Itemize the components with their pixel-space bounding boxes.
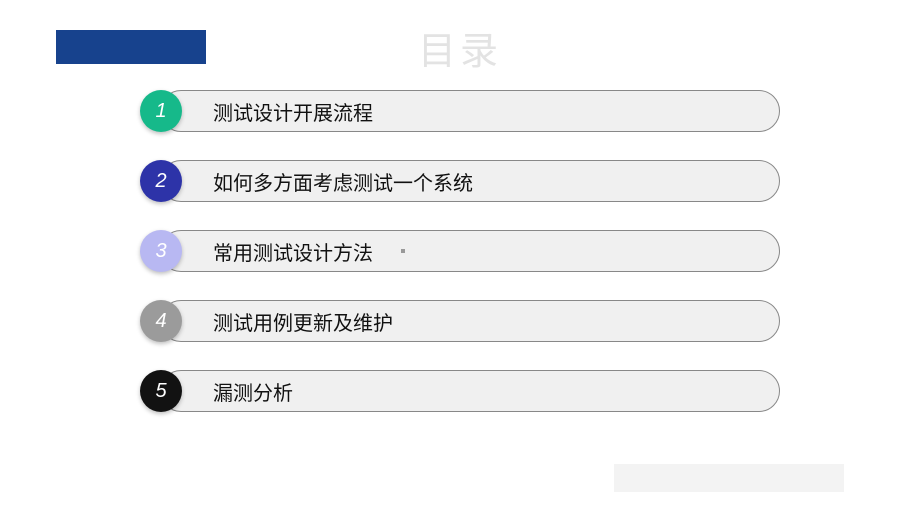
toc-item-pill: 常用测试设计方法 (160, 230, 780, 272)
toc-number-circle: 4 (140, 300, 182, 342)
toc-list: 1 测试设计开展流程 2 如何多方面考虑测试一个系统 3 常用测试设计方法 4 测试用例更新及… (140, 90, 780, 412)
toc-item-pill: 测试用例更新及维护 (160, 300, 780, 342)
toc-item-pill: 如何多方面考虑测试一个系统 (160, 160, 780, 202)
toc-item-label: 测试用例更新及维护 (213, 307, 393, 336)
toc-number-circle: 2 (140, 160, 182, 202)
toc-item-label: 漏测分析 (213, 377, 293, 406)
toc-item: 5 漏测分析 (140, 370, 780, 412)
toc-item: 1 测试设计开展流程 (140, 90, 780, 132)
toc-item: 4 测试用例更新及维护 (140, 300, 780, 342)
toc-item-pill: 漏测分析 (160, 370, 780, 412)
toc-item-label: 如何多方面考虑测试一个系统 (213, 167, 473, 196)
page-title: 目录 (0, 20, 920, 75)
toc-number-circle: 3 (140, 230, 182, 272)
toc-item: 2 如何多方面考虑测试一个系统 (140, 160, 780, 202)
toc-number-circle: 1 (140, 90, 182, 132)
footer-block (614, 464, 844, 492)
toc-dot-icon (401, 249, 405, 253)
toc-number-circle: 5 (140, 370, 182, 412)
toc-item: 3 常用测试设计方法 (140, 230, 780, 272)
toc-item-pill: 测试设计开展流程 (160, 90, 780, 132)
toc-item-label: 测试设计开展流程 (213, 97, 373, 126)
toc-item-label: 常用测试设计方法 (213, 237, 373, 266)
